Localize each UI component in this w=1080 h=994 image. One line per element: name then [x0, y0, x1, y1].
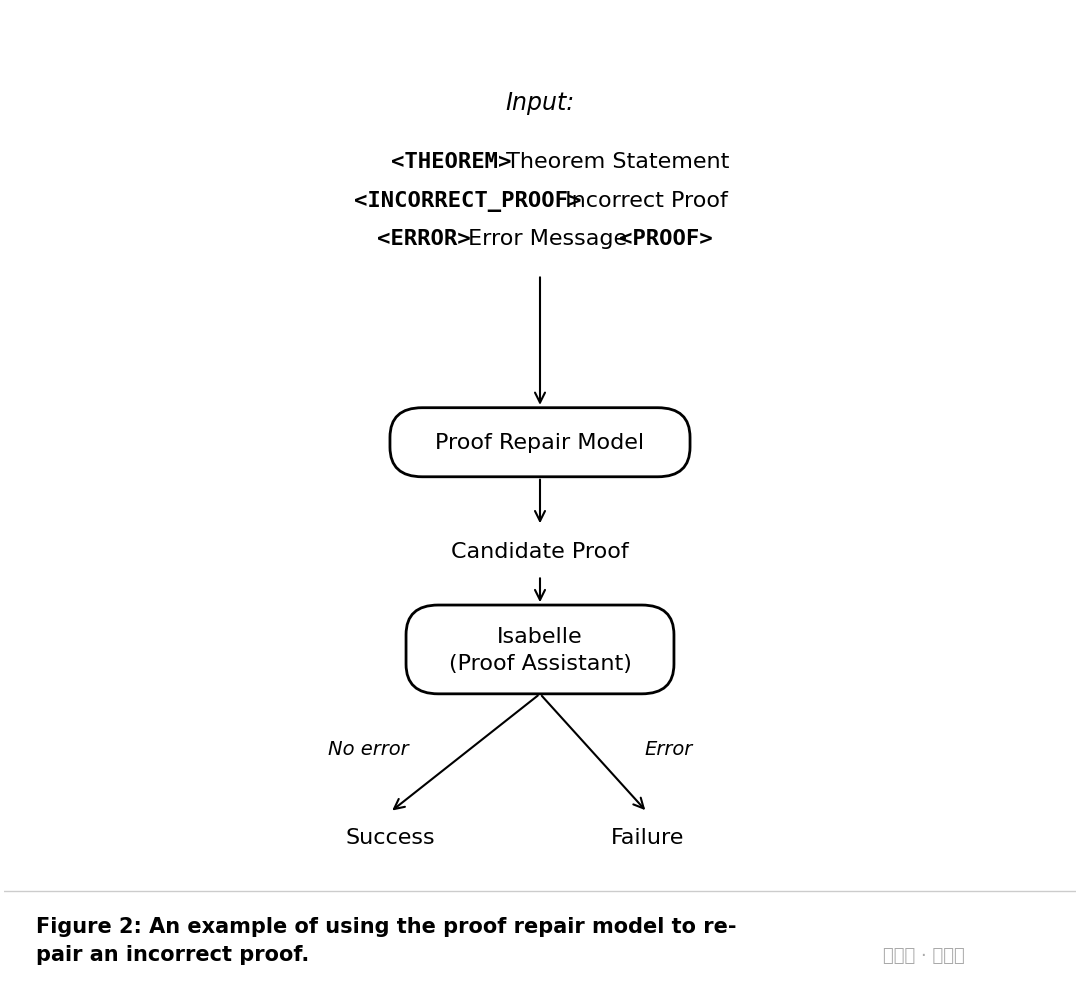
Text: Error: Error — [645, 739, 692, 757]
Text: Candidate Proof: Candidate Proof — [451, 541, 629, 562]
Text: <THEOREM>: <THEOREM> — [391, 152, 512, 172]
Text: Theorem Statement: Theorem Statement — [499, 152, 730, 172]
Text: Input:: Input: — [505, 90, 575, 114]
Text: Success: Success — [346, 827, 435, 847]
Text: Figure 2: An example of using the proof repair model to re-
pair an incorrect pr: Figure 2: An example of using the proof … — [37, 915, 737, 964]
Text: <INCORRECT_PROOF>: <INCORRECT_PROOF> — [354, 191, 581, 212]
Text: <ERROR>: <ERROR> — [377, 229, 471, 248]
FancyBboxPatch shape — [406, 605, 674, 694]
Text: Error Message: Error Message — [461, 229, 634, 248]
Text: Proof Repair Model: Proof Repair Model — [435, 432, 645, 453]
Text: Failure: Failure — [610, 827, 684, 847]
Text: 公众号 · 新智元: 公众号 · 新智元 — [883, 946, 964, 964]
FancyBboxPatch shape — [390, 409, 690, 477]
Text: <PROOF>: <PROOF> — [619, 229, 713, 248]
Text: Incorrect Proof: Incorrect Proof — [558, 191, 728, 212]
Text: No error: No error — [328, 739, 409, 757]
Text: Isabelle
(Proof Assistant): Isabelle (Proof Assistant) — [448, 626, 632, 673]
